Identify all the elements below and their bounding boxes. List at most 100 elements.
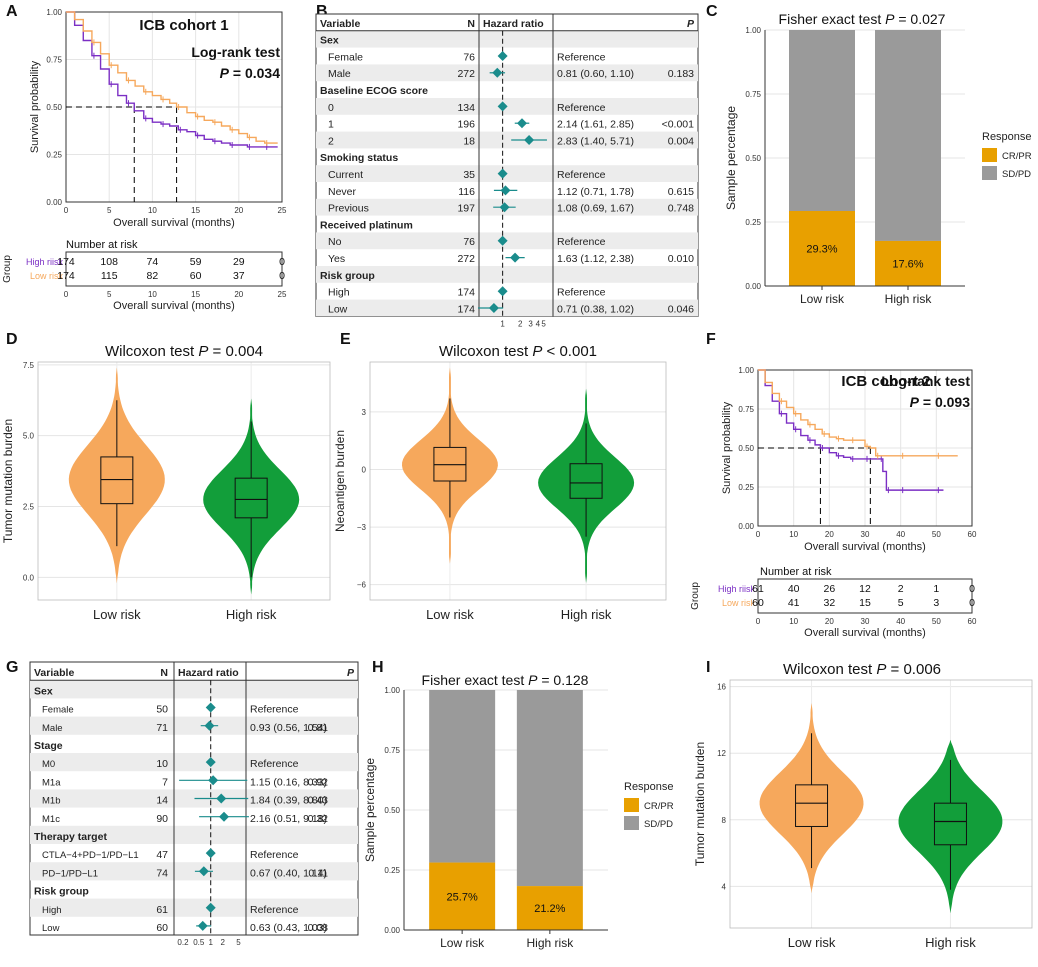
- bar-ytick-label: 0.00: [384, 926, 400, 935]
- bar-ylabel: Sample percentage: [724, 106, 738, 210]
- forest-row-label: Low: [42, 923, 60, 934]
- bar-data-label: 25.7%: [447, 891, 478, 903]
- violin-box: [933, 802, 967, 846]
- risk-table-count: 61: [752, 583, 764, 595]
- km-ytick-label: 0.50: [46, 103, 62, 112]
- forest-header-n: N: [160, 667, 168, 679]
- forest-row-hr-text: 2.14 (1.61, 2.85): [557, 119, 634, 131]
- panel-label-h: H: [372, 659, 384, 676]
- risk-table-count: 40: [788, 583, 800, 595]
- violin-box: [100, 456, 134, 505]
- risk-group-label: Group: [690, 582, 701, 610]
- forest-point: [198, 866, 209, 877]
- forest-row-n: 61: [156, 904, 168, 916]
- risk-group-label: Group: [2, 255, 13, 283]
- forest-point: [205, 757, 216, 768]
- violin-category-label: High risk: [925, 935, 976, 950]
- km-xtick-label: 30: [861, 530, 870, 539]
- legend-label-crpr: CR/PR: [644, 801, 674, 812]
- risk-xtick-label: 0: [64, 290, 69, 299]
- forest-row-p: 0.748: [668, 203, 694, 215]
- violin-ytick-label: 0.0: [23, 573, 35, 582]
- forest-row-hr-text: 1.15 (0.16, 8.33): [250, 776, 327, 788]
- violin-category-label: Low risk: [93, 607, 141, 622]
- forest-row-n: 174: [457, 303, 475, 315]
- forest-point: [516, 118, 527, 129]
- forest-row-n: 90: [156, 813, 168, 825]
- bar-ytick-label: 1.00: [384, 686, 400, 695]
- risk-xtick-label: 10: [148, 290, 157, 299]
- violin-frame: [37, 361, 331, 601]
- forest-group-header: Baseline ECOG score: [320, 85, 428, 97]
- forest-row-p: 0.615: [668, 186, 694, 198]
- forest-point: [497, 235, 508, 246]
- forest-point: [205, 848, 216, 859]
- forest-point: [497, 51, 508, 61]
- forest-row-stripe: [30, 789, 358, 808]
- km-xtick-label: 60: [968, 530, 977, 539]
- bar-category-label: Low risk: [440, 936, 485, 950]
- forest-row-label: M0: [42, 759, 55, 770]
- panel-label-a: A: [6, 3, 18, 20]
- risk-xlabel: Overall survival (months): [113, 300, 235, 312]
- violin-ylabel: Neoantigen burden: [333, 430, 347, 532]
- forest-row-p: 0.08: [308, 922, 329, 934]
- risk-table-count: 82: [147, 270, 159, 282]
- bar-ylabel: Sample percentage: [363, 758, 377, 862]
- forest-row-n: 10: [156, 758, 168, 770]
- panel-label-i: I: [706, 659, 710, 676]
- forest-row-hr-text: 0.81 (0.60, 1.10): [557, 68, 634, 80]
- forest-row-hr-text: 1.84 (0.39, 8.80): [250, 795, 327, 807]
- forest-row-hr-text: 1.08 (0.69, 1.67): [557, 203, 634, 215]
- km-ytick-label: 0.00: [46, 198, 62, 207]
- bar-sdpd: [429, 690, 496, 863]
- km-xtick-label: 0: [64, 206, 69, 215]
- panel-label-d: D: [6, 331, 18, 348]
- forest-row-hr-text: Reference: [557, 102, 606, 114]
- panel-label-e: E: [340, 331, 351, 348]
- forest-row-n: 116: [458, 186, 475, 198]
- risk-xtick-label: 30: [861, 617, 870, 626]
- violin-ytick-label: 8: [722, 816, 727, 825]
- km-xtick-label: 0: [756, 530, 761, 539]
- forest-row-p: 0.046: [668, 303, 694, 315]
- forest-row-n: 74: [156, 867, 168, 879]
- forest-row-hr-text: 1.63 (1.12, 2.38): [557, 253, 634, 265]
- violin-frame: [729, 679, 1033, 929]
- forest-row-label: Female: [42, 705, 74, 716]
- km-ytick-label: 1.00: [46, 8, 62, 17]
- forest-row-n: 14: [156, 795, 168, 807]
- forest-row-n: 60: [156, 922, 168, 934]
- forest-row-label: Yes: [328, 253, 345, 265]
- forest-row-p: <0.001: [662, 119, 695, 131]
- forest-row-p: 0.11: [308, 867, 328, 879]
- bar-data-label: 17.6%: [892, 258, 923, 270]
- legend-label-crpr: CR/PR: [1002, 151, 1032, 162]
- risk-xtick-label: 10: [789, 617, 798, 626]
- violin-ytick-label: 7.5: [23, 361, 35, 370]
- forest-row-n: 196: [457, 119, 475, 131]
- forest-row-label: Female: [328, 51, 363, 63]
- forest-header-p: P: [347, 667, 355, 679]
- bar-ytick-label: 0.50: [745, 154, 761, 163]
- km-xtick-label: 20: [825, 530, 834, 539]
- forest-row-stripe: [316, 30, 698, 48]
- forest-group-header: Stage: [34, 740, 63, 752]
- violin-ytick-label: −3: [357, 523, 367, 532]
- forest-row-label: 0: [328, 102, 334, 114]
- forest-header-variable: Variable: [320, 18, 360, 30]
- km-xtick-label: 15: [191, 206, 200, 215]
- forest-row-n: 272: [457, 68, 475, 80]
- forest-row-hr-text: Reference: [250, 704, 299, 716]
- violin-title: Wilcoxon test P = 0.006: [783, 661, 941, 678]
- risk-table-count: 26: [823, 583, 835, 595]
- risk-xtick-label: 5: [107, 290, 112, 299]
- forest-header-hr: Hazard ratio: [178, 667, 239, 679]
- legend-swatch-crpr: [624, 798, 639, 812]
- risk-table-count: 29: [233, 256, 245, 268]
- bar-ytick-label: 0.25: [384, 866, 400, 875]
- forest-row-stripe: [30, 680, 358, 699]
- km-xtick-label: 20: [234, 206, 243, 215]
- legend-swatch-sdpd: [624, 816, 639, 830]
